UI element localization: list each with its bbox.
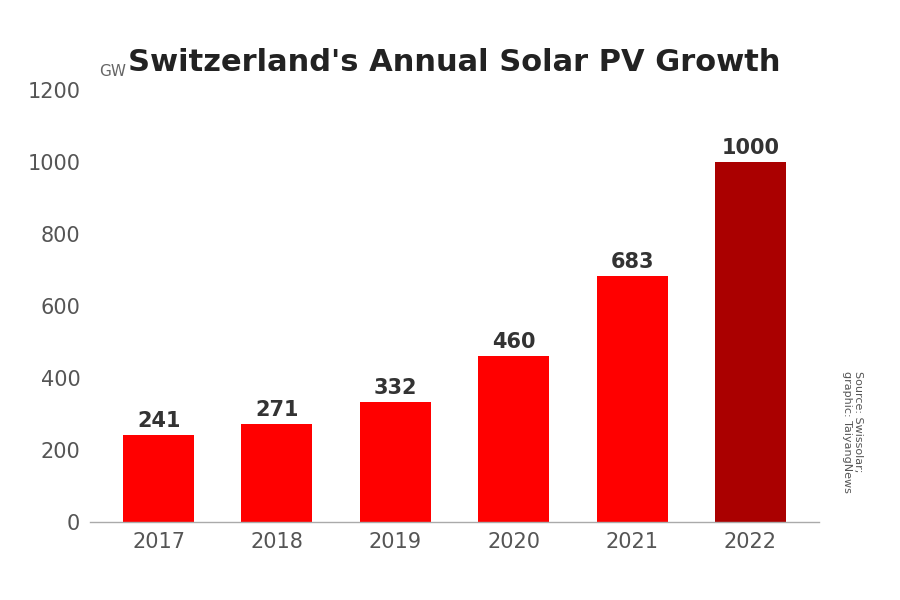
Bar	[241, 424, 312, 522]
Title: Switzerland's Annual Solar PV Growth: Switzerland's Annual Solar PV Growth	[128, 47, 781, 77]
Text: 241: 241	[137, 411, 180, 431]
Bar	[478, 356, 549, 522]
Text: 271: 271	[256, 400, 299, 420]
Text: 1000: 1000	[722, 137, 779, 158]
Bar	[123, 435, 194, 522]
Bar	[715, 162, 786, 522]
Text: Source: Swissolar;
graphic: TaiyangNews: Source: Swissolar; graphic: TaiyangNews	[842, 371, 863, 493]
Text: 460: 460	[492, 332, 536, 352]
Text: 332: 332	[374, 378, 417, 398]
Bar	[360, 403, 431, 522]
Bar	[597, 276, 668, 522]
Text: GW: GW	[100, 64, 127, 79]
Text: 683: 683	[610, 252, 653, 272]
